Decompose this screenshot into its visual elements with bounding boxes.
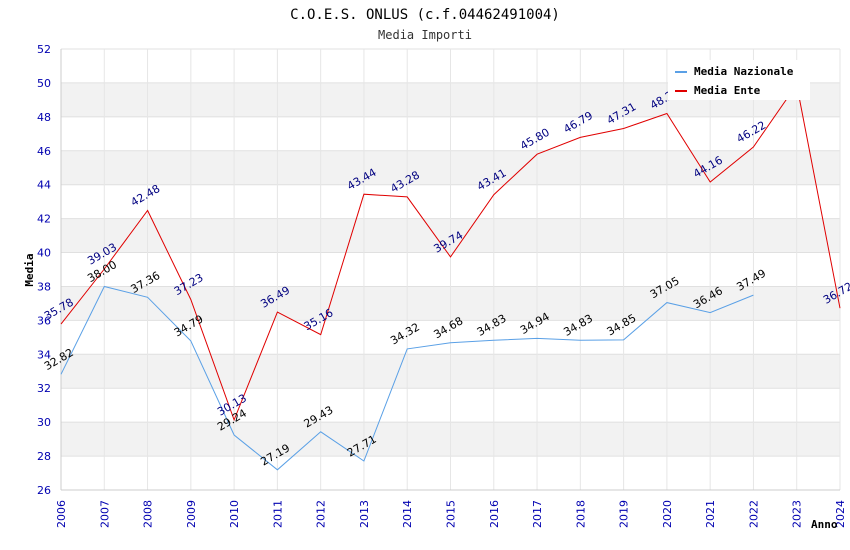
x-tick-label: 2019 [618, 500, 631, 528]
data-label: 34.32 [388, 320, 422, 347]
x-tick-label: 2016 [488, 500, 501, 528]
x-tick-label: 2017 [531, 500, 544, 528]
legend-label-ente: Media Ente [694, 84, 761, 97]
x-tick-label: 2015 [445, 500, 458, 528]
data-label: 42.48 [129, 182, 163, 209]
x-tick-label: 2012 [315, 500, 328, 528]
x-axis-ticks: 2006 2007 2008 2009 2010 2011 2012 2013 2014 2015… [55, 500, 847, 528]
series-lines [60, 83, 841, 471]
y-tick-label: 26 [37, 484, 51, 497]
y-axis-label: Media [23, 253, 36, 286]
x-tick-label: 2023 [791, 500, 804, 528]
x-tick-label: 2020 [661, 500, 674, 528]
series-line-nazionale [60, 285, 754, 471]
data-label: 45.80 [518, 126, 552, 153]
y-tick-label: 30 [37, 416, 51, 429]
y-tick-label: 38 [37, 280, 51, 293]
y-tick-label: 40 [37, 247, 51, 260]
x-tick-label: 2013 [358, 500, 371, 528]
x-tick-label: 2018 [574, 500, 587, 528]
grid-lines [60, 48, 841, 491]
y-axis-ticks: 26 28 30 32 34 36 38 40 42 44 46 48 50 52 [37, 43, 51, 497]
y-tick-label: 50 [37, 77, 51, 90]
y-tick-label: 34 [37, 348, 51, 361]
y-tick-label: 52 [37, 43, 51, 56]
x-tick-label: 2008 [142, 500, 155, 528]
x-tick-label: 2014 [401, 500, 414, 528]
x-tick-label: 2007 [98, 500, 111, 528]
x-axis-label: Anno [811, 518, 838, 531]
chart-title: C.O.E.S. ONLUS (c.f.04462491004) [290, 7, 560, 23]
y-tick-label: 42 [37, 213, 51, 226]
x-tick-label: 2006 [55, 500, 68, 528]
data-label: 46.22 [734, 119, 768, 146]
y-tick-label: 28 [37, 450, 51, 463]
y-tick-label: 46 [37, 145, 51, 158]
legend-label-nazionale: Media Nazionale [694, 65, 794, 78]
y-tick-label: 48 [37, 111, 51, 124]
legend-box [668, 60, 810, 100]
y-tick-label: 36 [37, 314, 51, 327]
chart-subtitle: Media Importi [378, 28, 472, 42]
y-tick-label: 32 [37, 382, 51, 395]
x-tick-label: 2022 [747, 500, 760, 528]
x-tick-label: 2010 [228, 500, 241, 528]
x-tick-label: 2024 [834, 500, 847, 528]
x-tick-label: 2011 [271, 500, 284, 528]
y-tick-label: 44 [37, 179, 51, 192]
series-line-ente [60, 83, 841, 422]
x-tick-label: 2009 [185, 500, 198, 528]
legend: Media Nazionale Media Ente [668, 60, 810, 100]
x-tick-label: 2021 [704, 500, 717, 528]
